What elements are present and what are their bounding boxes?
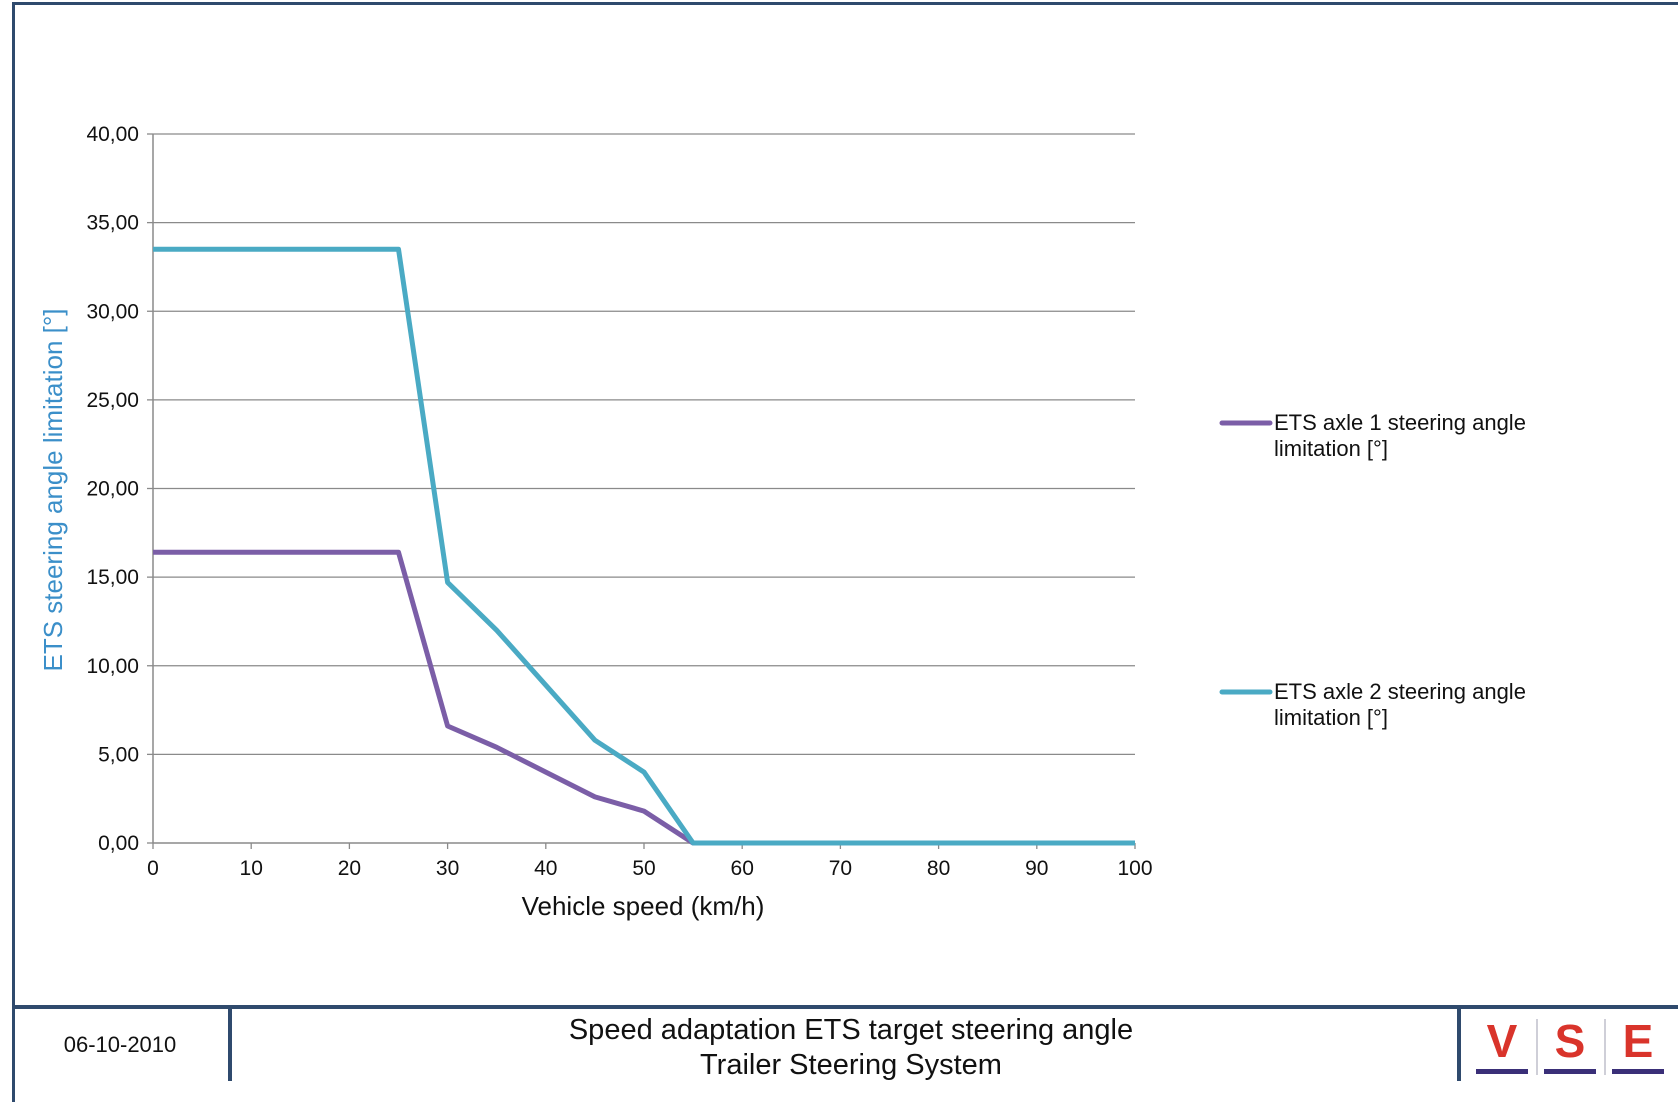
- logo-bar-v: [1476, 1069, 1528, 1074]
- x-tick-label: 60: [731, 857, 754, 880]
- x-tick-label: 90: [1025, 857, 1048, 880]
- page-frame: [12, 2, 1678, 1102]
- axes: [147, 133, 1136, 849]
- x-tick-label: 20: [338, 857, 361, 880]
- series-line-2: [153, 246, 1135, 846]
- logo-letter-v: V: [1486, 1015, 1518, 1067]
- legend-label-1: limitation [°]: [1274, 436, 1388, 461]
- y-tick-label: 15,00: [86, 566, 139, 589]
- footer-title: Speed adaptation ETS target steering ang…: [236, 1013, 1466, 1083]
- y-tick-label: 30,00: [86, 300, 139, 323]
- x-tick-label: 70: [829, 857, 852, 880]
- y-tick-label: 25,00: [86, 389, 139, 412]
- y-axis-label: ETS steering angle limitation [°]: [38, 308, 68, 671]
- x-tick-label: 50: [632, 857, 655, 880]
- logo-separator: [1604, 1019, 1606, 1075]
- logo-separator: [1536, 1019, 1538, 1075]
- steering-angle-chart: 0,00 5,00 10,00 15,00 20,00 25,00 30,00 35,00 40…: [38, 123, 1526, 921]
- y-tick-label: 10,00: [86, 655, 139, 678]
- logo-letter-e: E: [1622, 1015, 1654, 1067]
- y-tick-label: 35,00: [86, 212, 139, 235]
- legend-label-2: ETS axle 2 steering angle: [1274, 679, 1526, 704]
- grid-lines: [153, 133, 1135, 756]
- legend-label-2: limitation [°]: [1274, 705, 1388, 730]
- x-tick-labels: 0 10 20 30 40 50 60 70 80 90 100: [147, 857, 1152, 880]
- footer-date: 06-10-2010: [12, 1009, 232, 1081]
- x-tick-label: 40: [534, 857, 557, 880]
- logo-bar-s: [1544, 1069, 1596, 1074]
- logo-letter-s: S: [1554, 1015, 1586, 1067]
- logo-bar-e: [1612, 1069, 1664, 1074]
- series-line-1: [153, 549, 1135, 846]
- x-tick-label: 80: [927, 857, 950, 880]
- y-tick-label: 20,00: [86, 478, 139, 501]
- x-tick-label: 10: [240, 857, 263, 880]
- footer-title-line1: Speed adaptation ETS target steering ang…: [568, 1014, 1134, 1046]
- x-tick-label: 100: [1117, 857, 1152, 880]
- x-axis-label: Vehicle speed (km/h): [522, 891, 765, 921]
- y-tick-label: 40,00: [86, 123, 139, 146]
- vse-logo: V S E: [1457, 1009, 1678, 1081]
- series-lines: [153, 246, 1135, 846]
- footer-title-line2: Trailer Steering System: [700, 1049, 1002, 1081]
- x-tick-label: 30: [436, 857, 459, 880]
- y-tick-labels: 0,00 5,00 10,00 15,00 20,00 25,00 30,00 35,00 40…: [86, 123, 139, 855]
- x-tick-label: 0: [147, 857, 159, 880]
- y-tick-label: 5,00: [98, 743, 139, 766]
- y-tick-label: 0,00: [98, 832, 139, 855]
- legend-label-1: ETS axle 1 steering angle: [1274, 410, 1526, 435]
- footer: 06-10-2010 Speed adaptation ETS target s…: [12, 1005, 1678, 1081]
